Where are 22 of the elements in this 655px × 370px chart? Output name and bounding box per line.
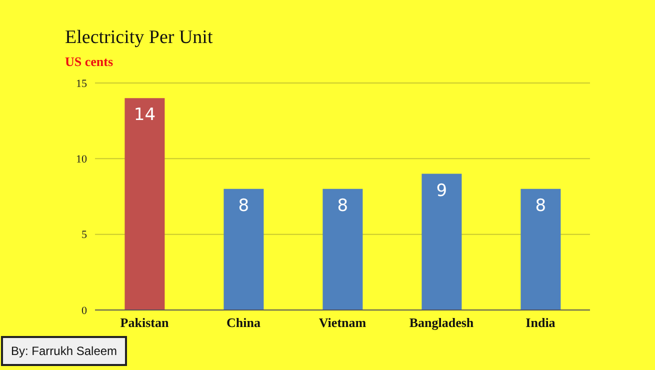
data-label: 14 — [134, 105, 156, 126]
chart-subtitle: US cents — [65, 54, 114, 70]
y-tick-label: 10 — [76, 154, 88, 166]
bar — [124, 98, 165, 310]
data-label: 8 — [337, 196, 348, 216]
x-tick-label: India — [526, 315, 556, 330]
data-label: 8 — [238, 196, 250, 216]
bar — [224, 188, 264, 310]
y-tick-label: 5 — [82, 229, 88, 242]
x-tick-label: China — [226, 315, 261, 330]
bar — [520, 188, 561, 310]
chart-title: Electricity Per Unit — [65, 27, 213, 49]
y-tick-label: 0 — [82, 304, 88, 317]
data-label: 9 — [436, 180, 448, 201]
data-label: 8 — [535, 196, 546, 216]
x-tick-label: Vietnam — [318, 315, 366, 330]
note-box: By: Farrukh Saleem — [1, 336, 128, 366]
x-tick-label: Bangladesh — [409, 315, 474, 330]
bar — [322, 188, 363, 310]
bar — [422, 174, 462, 310]
x-tick-label: Pakistan — [120, 315, 170, 330]
y-tick-label: 15 — [76, 78, 88, 90]
